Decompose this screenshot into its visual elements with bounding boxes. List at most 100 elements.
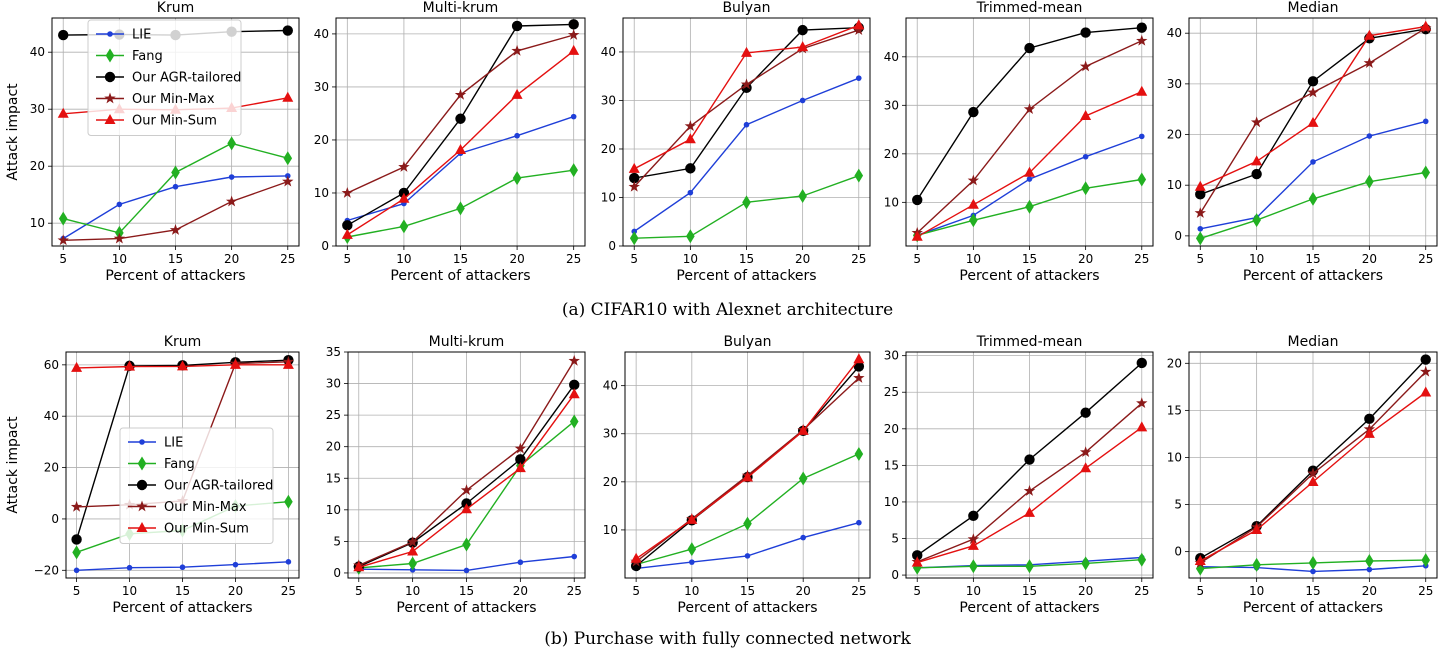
data-point [1420, 21, 1431, 31]
data-point [1083, 154, 1089, 160]
data-point [283, 151, 292, 165]
data-point [629, 163, 640, 173]
data-point [512, 21, 522, 31]
x-tick-label: 20 [1362, 584, 1377, 598]
data-point [1251, 169, 1261, 179]
data-point [1137, 358, 1147, 368]
x-tick-label: 5 [343, 252, 351, 266]
y-tick-label: 40 [884, 50, 899, 64]
data-point [1421, 553, 1430, 567]
data-point [744, 122, 750, 128]
y-tick-label: 10 [884, 495, 899, 509]
legend-label: Fang [164, 457, 195, 472]
x-axis-label: Percent of attackers [677, 600, 817, 616]
y-tick-label: 25 [884, 385, 899, 399]
legend-label: Our AGR-tailored [132, 71, 241, 86]
chart-panel: 5 10 15 20 25010203040MedianPercent of attac… [1167, 0, 1437, 284]
y-tick-label: 40 [1167, 26, 1182, 40]
data-point [464, 568, 470, 574]
data-point [1081, 181, 1090, 195]
y-tick-label: 10 [314, 186, 329, 200]
legend: LIEFangOur AGR-tailoredOur Min-MaxOur Mi… [120, 428, 273, 544]
x-tick-label: 20 [509, 252, 524, 266]
legend-marker [107, 31, 113, 37]
data-point [1137, 23, 1147, 33]
x-axis-label: Percent of attackers [676, 268, 816, 284]
y-tick-label: 10 [1167, 178, 1182, 192]
x-tick-label: 10 [684, 584, 699, 598]
y-tick-label: 30 [1167, 77, 1182, 91]
legend-label: Our Min-Sum [164, 522, 249, 537]
y-tick-label: 30 [326, 377, 341, 391]
x-axis-label: Percent of attackers [959, 268, 1099, 284]
y-tick-label: 15 [884, 458, 899, 472]
data-point [342, 229, 353, 239]
x-tick-label: 15 [453, 252, 468, 266]
chart-title: Bulyan [722, 0, 770, 16]
y-tick-label: 40 [314, 27, 329, 41]
legend-marker [105, 72, 115, 82]
y-tick-label: 20 [326, 440, 341, 454]
chart-panel: 5 10 15 20 2505101520253035Multi-krumPercent… [326, 334, 585, 616]
data-point [74, 567, 80, 573]
data-point [1080, 27, 1090, 37]
data-point [688, 190, 694, 196]
chart-panel: 5 10 15 20 2510203040KrumPercent of attacker… [5, 0, 299, 284]
y-tick-label: 15 [326, 471, 341, 485]
legend-label: LIE [132, 28, 151, 43]
data-point [408, 556, 417, 570]
data-point [1309, 556, 1318, 570]
x-tick-label: 10 [396, 252, 411, 266]
x-tick-label: 15 [1022, 252, 1037, 266]
data-point [518, 559, 524, 565]
data-point [688, 542, 697, 556]
chart-title: Bulyan [723, 334, 771, 350]
legend: LIEFangOur AGR-tailoredOur Min-MaxOur Mi… [88, 20, 241, 136]
data-point [1309, 192, 1318, 206]
data-point [1367, 133, 1373, 139]
data-point [400, 219, 409, 233]
data-point [1080, 408, 1090, 418]
y-tick-label: 20 [30, 159, 45, 173]
data-point [72, 545, 81, 559]
y-tick-label: 10 [326, 503, 341, 517]
y-tick-label: 30 [603, 427, 618, 441]
x-tick-label: 5 [1196, 252, 1204, 266]
data-point [1364, 414, 1374, 424]
x-tick-label: 15 [175, 584, 190, 598]
y-tick-label: 20 [1167, 128, 1182, 142]
data-point [1137, 173, 1146, 187]
y-tick-label: 10 [884, 195, 899, 209]
legend-label: Our AGR-tailored [164, 479, 273, 494]
y-tick-label: 10 [601, 190, 616, 204]
data-point [58, 30, 68, 40]
data-point [456, 201, 465, 215]
x-tick-label: 20 [1078, 584, 1093, 598]
x-tick-label: 25 [281, 584, 296, 598]
data-point [800, 535, 806, 541]
x-tick-label: 20 [228, 584, 243, 598]
y-tick-label: 30 [30, 102, 45, 116]
data-point [1081, 556, 1090, 570]
x-axis-label: Percent of attackers [1243, 600, 1383, 616]
y-tick-label: 0 [51, 512, 59, 526]
chart-title: Multi-krum [429, 334, 505, 350]
y-tick-label: 20 [603, 475, 618, 489]
data-point [569, 163, 578, 177]
y-tick-label: 30 [314, 80, 329, 94]
data-point [283, 25, 293, 35]
data-point [1024, 454, 1034, 464]
x-tick-label: 20 [795, 252, 810, 266]
y-tick-label: 35 [326, 345, 341, 359]
x-tick-label: 15 [740, 584, 755, 598]
caption-cifar10: (a) CIFAR10 with Alexnet architecture [0, 300, 1455, 320]
data-point [1421, 166, 1430, 180]
legend-marker [139, 439, 145, 445]
data-point [1025, 200, 1034, 214]
chart-panel: 5 10 15 20 25 0 10 20 30 40 Bulyan Percent of attac… [601, 0, 870, 284]
data-point [173, 184, 179, 190]
data-point [1251, 155, 1262, 165]
data-point [127, 565, 133, 571]
data-point [969, 213, 978, 227]
